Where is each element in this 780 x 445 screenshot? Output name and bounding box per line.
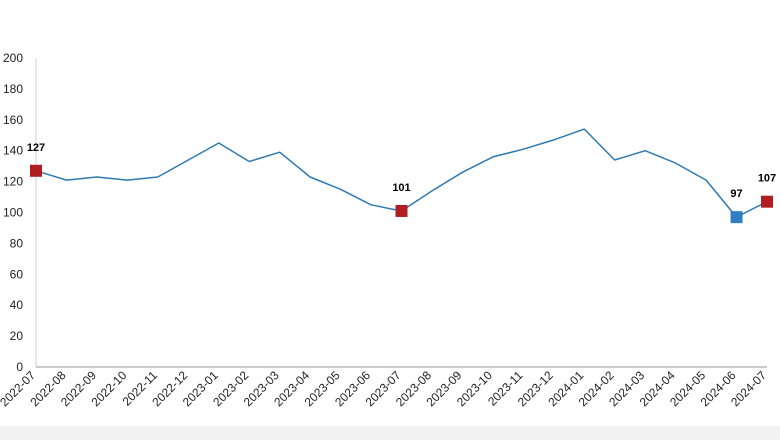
y-tick-label: 100 bbox=[3, 206, 23, 220]
y-tick-label: 140 bbox=[3, 144, 23, 158]
x-axis-ticks: 2022-072022-082022-092022-102022-112022-… bbox=[0, 368, 769, 409]
highlight-marker bbox=[30, 164, 42, 177]
data-label: 127 bbox=[27, 142, 45, 154]
data-label: 97 bbox=[730, 188, 742, 200]
y-tick-label: 0 bbox=[16, 360, 23, 374]
y-tick-label: 180 bbox=[3, 82, 23, 96]
y-tick-label: 60 bbox=[10, 267, 24, 281]
axes bbox=[35, 58, 767, 368]
y-tick-label: 160 bbox=[3, 113, 23, 127]
y-axis-ticks: 0 20 40 60 80 100 120 140 160 180 200 bbox=[3, 51, 23, 374]
series-line bbox=[35, 128, 768, 218]
highlight-marker bbox=[761, 195, 773, 208]
y-tick-label: 120 bbox=[3, 175, 23, 189]
y-tick-label: 80 bbox=[10, 236, 24, 250]
bottom-band bbox=[0, 426, 780, 440]
highlight-marker bbox=[395, 204, 408, 217]
y-tick-label: 20 bbox=[10, 329, 24, 343]
y-tick-label: 40 bbox=[10, 298, 24, 312]
highlight-markers: 127 101 97 107 bbox=[27, 142, 776, 224]
series-group bbox=[35, 128, 768, 218]
data-label: 101 bbox=[392, 182, 410, 194]
data-label: 107 bbox=[758, 173, 776, 185]
y-tick-label: 200 bbox=[3, 51, 23, 65]
highlight-marker bbox=[730, 211, 743, 224]
